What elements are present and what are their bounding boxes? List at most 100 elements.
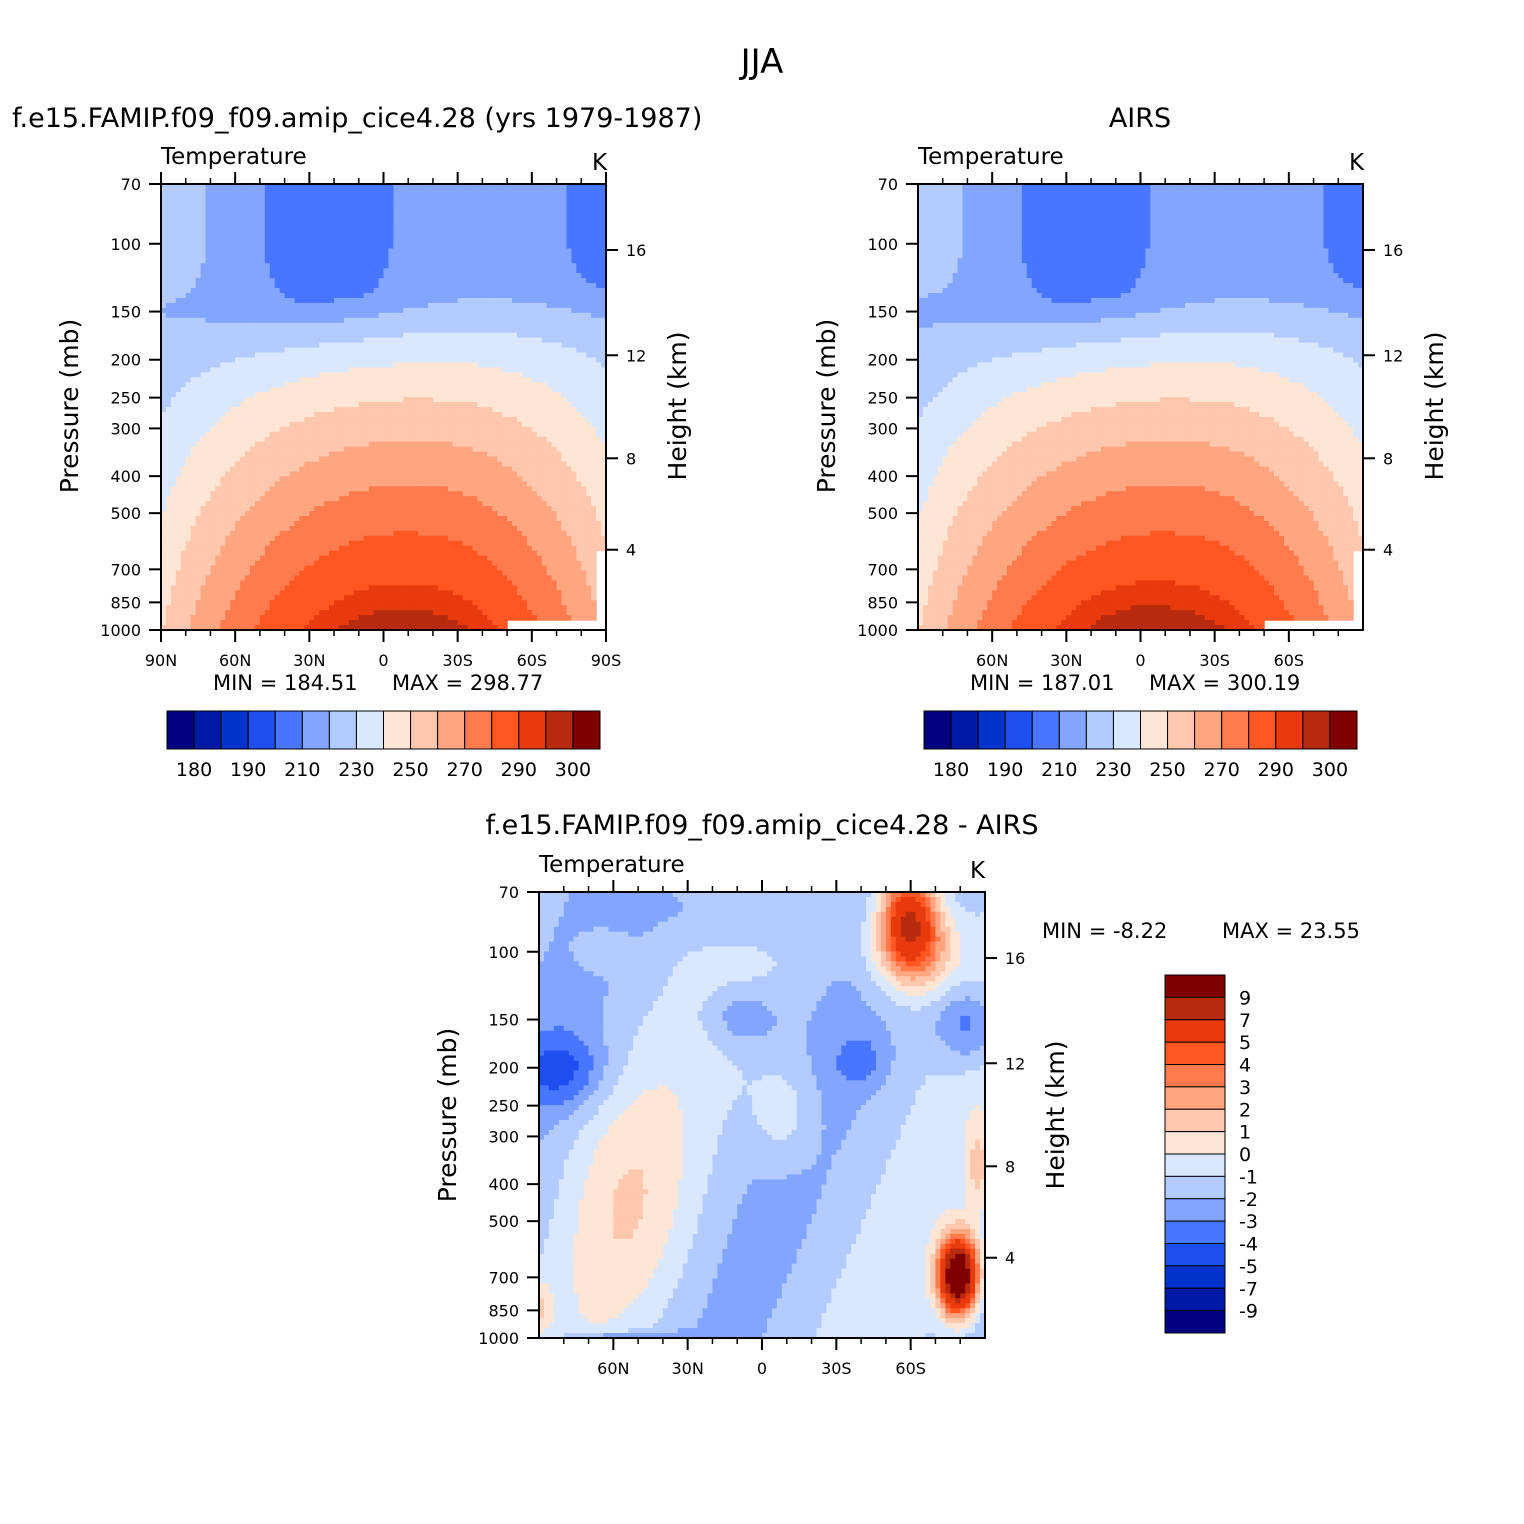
contour-cell [473, 357, 479, 363]
contour-cell [191, 283, 197, 289]
contour-cell [235, 352, 241, 358]
contour-cell [438, 313, 444, 319]
contour-cell [527, 452, 533, 458]
contour-cell [433, 402, 439, 408]
contour-cell [354, 234, 360, 240]
contour-cell [176, 367, 182, 373]
contour-cell [463, 234, 469, 240]
contour-cell [571, 432, 577, 438]
contour-cell [443, 392, 449, 398]
contour-cell [423, 407, 429, 413]
contour-cell [532, 189, 538, 195]
contour-cell [260, 412, 266, 418]
contour-cell [215, 352, 221, 358]
contour-cell [596, 189, 602, 195]
contour-cell [537, 432, 543, 438]
panel-title-model: f.e15.FAMIP.f09_f09.amip_cice4.28 (yrs 1… [12, 103, 702, 134]
contour-cell [235, 293, 241, 299]
contour-cell [408, 343, 414, 349]
contour-cell [235, 199, 241, 205]
contour-cell [527, 253, 533, 259]
contour-cell [591, 204, 597, 210]
contour-cell [171, 248, 177, 254]
contour-cell [324, 194, 330, 200]
contour-cell [492, 199, 498, 205]
contour-cell [547, 243, 553, 249]
contour-cell [522, 273, 528, 279]
contour-cell [210, 348, 216, 354]
contour-cell [532, 308, 538, 314]
contour-cell [379, 278, 385, 284]
contour-cell [388, 452, 394, 458]
contour-cell [547, 194, 553, 200]
contour-cell [517, 298, 523, 304]
contour-cell [250, 283, 256, 289]
contour-cell [166, 452, 172, 458]
contour-cell [324, 303, 330, 309]
contour-cell [354, 229, 360, 235]
contour-cell [171, 308, 177, 314]
contour-cell [339, 318, 345, 324]
contour-cell [201, 422, 207, 428]
contour-cell [275, 422, 281, 428]
contour-cell [265, 189, 271, 195]
contour-cell [453, 214, 459, 220]
contour-cell [171, 288, 177, 294]
contour-cell [418, 377, 424, 383]
contour-cell [482, 402, 488, 408]
contour-cell [329, 234, 335, 240]
contour-cell [388, 318, 394, 324]
contour-cell [334, 452, 340, 458]
contour-cell [235, 273, 241, 279]
contour-cell [542, 422, 548, 428]
contour-cell [280, 452, 286, 458]
contour-cell [354, 253, 360, 259]
contour-cell [196, 204, 202, 210]
contour-cell [562, 407, 568, 413]
contour-cell [581, 447, 587, 453]
contour-cell [280, 362, 286, 368]
contour-cell [191, 194, 197, 200]
contour-cell [220, 283, 226, 289]
contour-cell [354, 283, 360, 289]
contour-cell [522, 442, 528, 448]
contour-cell [542, 407, 548, 413]
contour-cell [250, 308, 256, 314]
contour-cell [206, 318, 212, 324]
contour-cell [463, 243, 469, 249]
contour-cell [576, 229, 582, 235]
contour-cell [235, 407, 241, 413]
contour-cell [280, 343, 286, 349]
contour-cell [245, 328, 251, 334]
contour-cell [265, 248, 271, 254]
contour-cell [576, 224, 582, 230]
contour-cell [290, 204, 296, 210]
contour-cell [492, 382, 498, 388]
contour-cell [359, 263, 365, 269]
contour-cell [463, 328, 469, 334]
contour-cell [304, 313, 310, 319]
contour-cell [295, 457, 301, 463]
contour-cell [379, 328, 385, 334]
contour-cell [290, 239, 296, 245]
contour-cell [201, 437, 207, 443]
contour-cell [359, 348, 365, 354]
contour-cell [468, 253, 474, 259]
contour-cell [458, 357, 464, 363]
contour-cell [181, 392, 187, 398]
contour-cell [522, 417, 528, 423]
contour-cell [477, 348, 483, 354]
contour-cell [487, 263, 493, 269]
contour-cell [473, 372, 479, 378]
contour-cell [314, 357, 320, 363]
contour-cell [522, 298, 528, 304]
contour-cell [448, 243, 454, 249]
contour-cell [557, 407, 563, 413]
contour-cell [522, 229, 528, 235]
contour-cell [586, 243, 592, 249]
contour-cell [453, 303, 459, 309]
contour-cell [265, 348, 271, 354]
contour-cell [364, 377, 370, 383]
contour-cell [304, 343, 310, 349]
contour-cell [393, 303, 399, 309]
